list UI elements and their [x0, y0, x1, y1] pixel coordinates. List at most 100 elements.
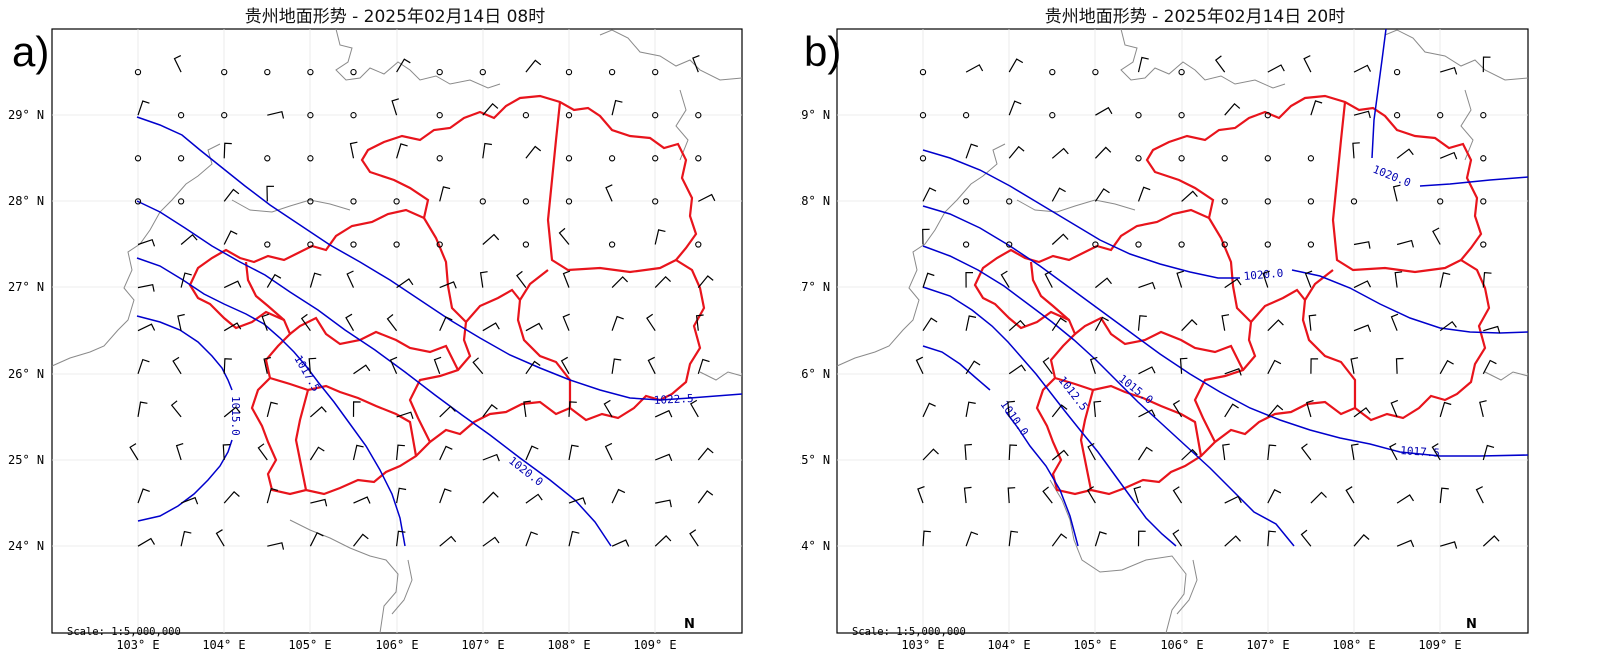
wind-barb: [654, 409, 673, 418]
wind-barb: [353, 364, 371, 375]
wind-barb: [1482, 535, 1500, 547]
wind-barb: [137, 488, 150, 504]
wind-barb: [173, 55, 182, 73]
wind-barb: [1353, 280, 1372, 289]
lat-label: 24° N: [800, 539, 830, 553]
wind-barb: [1345, 486, 1355, 504]
wind-barb: [137, 358, 150, 374]
wind-barb: [922, 530, 931, 547]
wind-barb: [1042, 357, 1053, 375]
wind-barb: [1310, 491, 1327, 504]
wind-barb: [697, 275, 714, 288]
calm-station-marker: [307, 241, 314, 248]
wind-barb: [1224, 495, 1242, 504]
wind-barb: [525, 145, 542, 159]
wind-barb: [1396, 239, 1414, 248]
wind-barb: [1095, 106, 1113, 116]
wind-barb: [965, 401, 976, 418]
wind-barb: [1051, 317, 1067, 332]
calm-station-marker: [134, 68, 142, 76]
wind-barb: [482, 102, 499, 116]
lon-label: 106° E: [375, 638, 418, 652]
calm-station-marker: [565, 112, 573, 119]
gridlines: [837, 29, 1528, 633]
wind-barb: [965, 64, 984, 73]
calm-station-marker: [1006, 198, 1013, 205]
wind-barb: [1262, 270, 1270, 288]
wind-barb: [1439, 359, 1454, 375]
wind-barb: [1394, 271, 1403, 288]
wind-barb: [1051, 233, 1069, 245]
wind-barb: [525, 59, 542, 73]
wind-barb: [1439, 401, 1452, 418]
wind-barb: [1137, 186, 1151, 202]
province-border-guizhou: [188, 94, 706, 496]
wind-barb: [1475, 486, 1484, 504]
wind-barb: [922, 228, 930, 245]
wind-barb: [479, 271, 488, 288]
isobars: [136, 116, 743, 547]
wind-barb: [689, 399, 699, 418]
calm-station-marker: [1307, 241, 1315, 248]
calm-station-marker: [1178, 241, 1185, 248]
isobars: [922, 28, 1529, 547]
wind-barb: [1008, 530, 1019, 547]
calm-station-marker: [1006, 241, 1013, 248]
wind-barb: [1138, 281, 1156, 290]
wind-barb: [170, 400, 182, 418]
calm-station-marker: [1393, 112, 1401, 119]
wind-barb: [963, 486, 972, 504]
wind-barb: [267, 110, 285, 119]
calm-station-marker: [919, 68, 927, 76]
calm-station-marker: [264, 68, 271, 76]
wind-barb: [223, 406, 241, 418]
lat-label: 25° N: [800, 453, 830, 467]
calm-station-marker: [221, 68, 228, 76]
wind-barb: [611, 99, 623, 116]
wind-barb: [1483, 325, 1501, 334]
calm-station-marker: [177, 155, 185, 162]
calm-station-marker: [1264, 155, 1271, 162]
wind-barb: [1137, 315, 1147, 331]
wind-barb: [1353, 407, 1371, 418]
wind-barb: [698, 193, 716, 202]
wind-barb: [472, 357, 484, 375]
wind-barb: [353, 496, 371, 504]
wind-barb: [1482, 359, 1497, 375]
wind-barb: [223, 230, 238, 245]
wind-barb: [266, 273, 282, 288]
wind-barb: [1008, 444, 1018, 461]
wind-barb: [1353, 64, 1372, 73]
wind-barb: [1138, 366, 1156, 375]
wind-barb: [562, 270, 571, 288]
wind-barb: [137, 401, 148, 417]
calm-station-marker: [479, 198, 486, 205]
wind-barb: [180, 233, 198, 245]
wind-barb: [1353, 534, 1370, 547]
map-svg-b: 1010.0 1012.5 1015.0 1017.5 1020.0 1020.…: [800, 28, 1529, 652]
wind-barb: [396, 487, 407, 504]
wind-barb: [439, 405, 456, 418]
wind-barb: [396, 278, 414, 289]
calm-station-marker: [652, 68, 659, 76]
wind-barb: [266, 401, 278, 418]
calm-station-marker: [1092, 68, 1099, 76]
wind-barb: [266, 185, 275, 202]
wind-barb: [1396, 539, 1415, 548]
wind-barb: [1094, 146, 1112, 159]
wind-barb: [177, 313, 185, 331]
wind-barb: [1007, 487, 1016, 504]
wind-barb: [525, 445, 539, 461]
calm-station-marker: [134, 198, 142, 205]
wind-barb: [263, 357, 272, 374]
calm-station-marker: [1480, 112, 1487, 119]
calm-station-marker: [565, 155, 573, 162]
calm-station-marker: [436, 241, 443, 248]
wind-barb: [396, 530, 406, 547]
wind-barb: [180, 496, 199, 505]
wind-barb: [1439, 151, 1458, 160]
wind-barb: [568, 401, 577, 417]
wind-barb: [310, 406, 327, 418]
north-arrow-label: N: [684, 617, 695, 632]
wind-barb: [1352, 142, 1360, 159]
